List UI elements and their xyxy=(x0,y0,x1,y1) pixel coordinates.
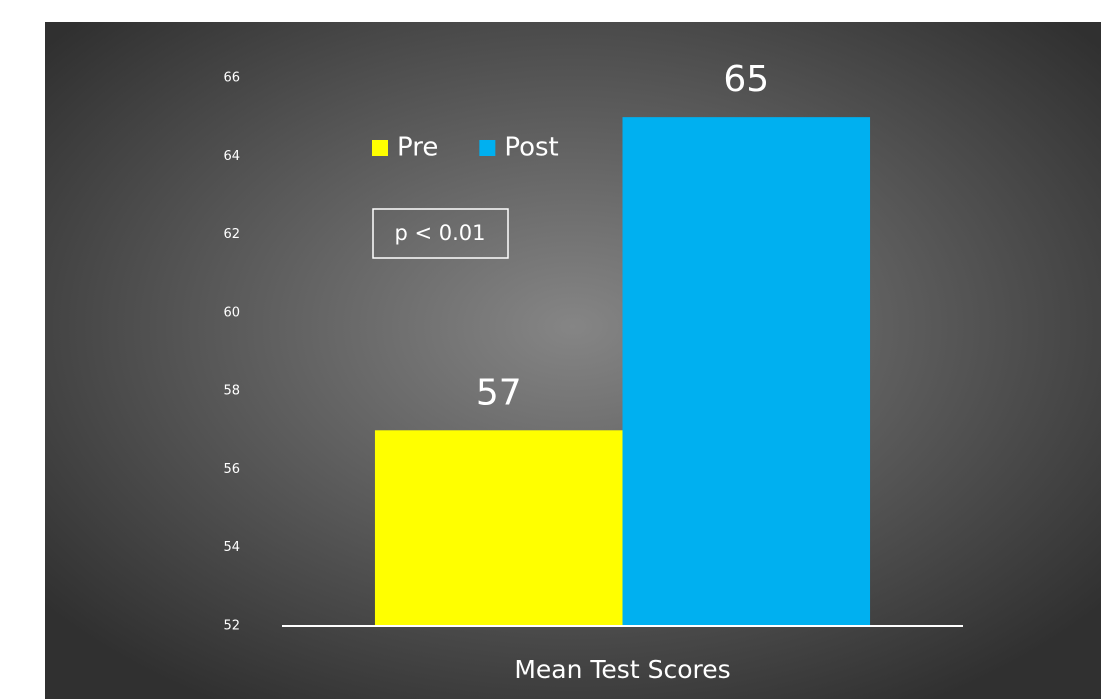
bar xyxy=(374,430,623,626)
y-tick-label: 64 xyxy=(223,149,240,164)
y-tick-label: 52 xyxy=(223,619,240,634)
annotation: p < 0.01 xyxy=(394,221,485,245)
bar xyxy=(622,117,871,627)
data-label: 65 xyxy=(723,59,769,100)
y-tick-label: 56 xyxy=(223,462,240,477)
y-tick-label: 58 xyxy=(223,384,240,399)
legend-label: Post xyxy=(504,133,558,163)
legend-swatch xyxy=(479,140,496,156)
y-tick-label: 60 xyxy=(223,305,240,320)
annotation-box xyxy=(372,208,509,259)
legend-swatch xyxy=(372,140,388,156)
x-axis-label: Mean Test Scores xyxy=(514,655,730,684)
y-tick-label: 62 xyxy=(223,227,240,242)
legend-label: Pre xyxy=(397,133,438,163)
data-label: 57 xyxy=(476,372,522,413)
y-tick-label: 66 xyxy=(223,71,240,86)
y-tick-label: 54 xyxy=(223,540,240,555)
